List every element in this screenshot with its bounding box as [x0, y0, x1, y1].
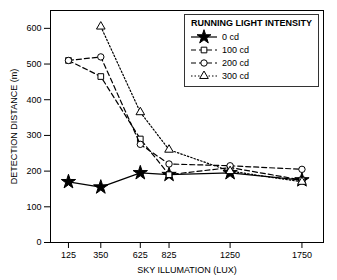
html-text:100 cd: 100 cd [222, 44, 249, 55]
svg-text:125: 125 [61, 250, 76, 260]
svg-text:SKY ILLUMATION (LUX): SKY ILLUMATION (LUX) [137, 265, 237, 275]
svg-text:100: 100 [26, 202, 41, 212]
html-text:0 cd: 0 cd [222, 31, 239, 42]
svg-text:600: 600 [26, 23, 41, 33]
svg-text:200: 200 [26, 166, 41, 176]
svg-text:1750: 1750 [292, 250, 312, 260]
svg-text:1250: 1250 [220, 250, 240, 260]
svg-text:625: 625 [133, 250, 148, 260]
svg-text:DETECTION DISTANCE (m): DETECTION DISTANCE (m) [9, 69, 19, 184]
svg-text:825: 825 [162, 250, 177, 260]
html-text:300 cd: 300 cd [222, 70, 249, 81]
svg-text:500: 500 [26, 59, 41, 69]
html-text:200 cd: 200 cd [222, 57, 249, 68]
svg-text:0: 0 [36, 237, 41, 247]
svg-text:300: 300 [26, 130, 41, 140]
svg-text:350: 350 [93, 250, 108, 260]
svg-text:400: 400 [26, 95, 41, 105]
html-text:RUNNING LIGHT INTENSITY: RUNNING LIGHT INTENSITY [191, 18, 312, 28]
